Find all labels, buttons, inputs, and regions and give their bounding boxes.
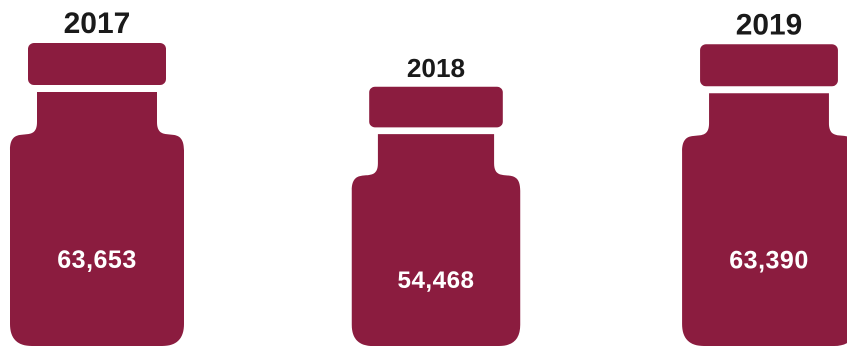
bottle-cap — [369, 86, 503, 128]
data-label: 63,653 — [57, 246, 136, 274]
bar — [10, 92, 184, 346]
data-label: 63,390 — [729, 247, 808, 275]
bar — [682, 93, 847, 346]
bottle-cap — [28, 43, 166, 85]
bottle-2018: 2018 54,468 — [351, 53, 521, 346]
bottle-2017: 2017 63,653 — [10, 7, 184, 346]
category-label: 2017 — [64, 7, 131, 40]
bar — [351, 134, 521, 346]
bottle-2019: 2019 63,390 — [682, 8, 847, 346]
bottle-cap — [700, 44, 838, 87]
data-label: 54,468 — [398, 267, 475, 294]
category-label: 2018 — [407, 53, 465, 83]
category-label: 2019 — [736, 8, 803, 41]
